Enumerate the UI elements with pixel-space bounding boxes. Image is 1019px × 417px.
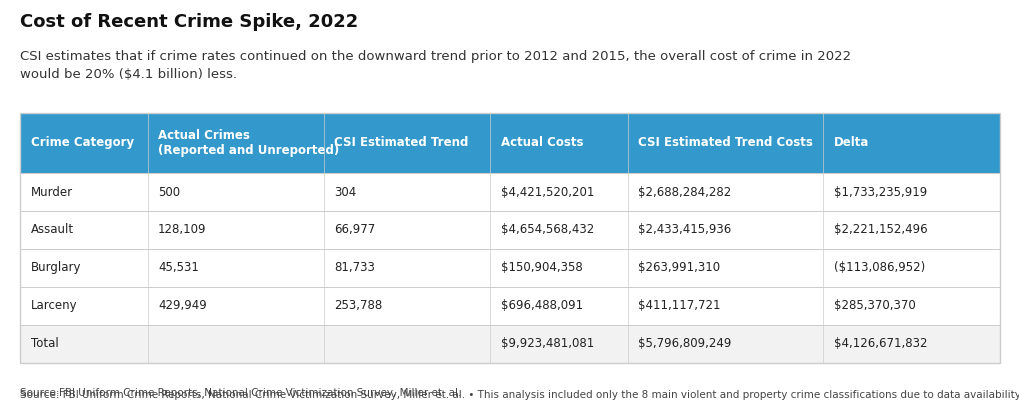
Text: Assault: Assault xyxy=(31,224,73,236)
Text: 66,977: 66,977 xyxy=(334,224,375,236)
Text: $1,733,235,919: $1,733,235,919 xyxy=(833,186,926,198)
Text: Source:: Source: xyxy=(20,388,63,398)
Text: Larceny: Larceny xyxy=(31,299,77,312)
Text: 45,531: 45,531 xyxy=(158,261,199,274)
Text: $9,923,481,081: $9,923,481,081 xyxy=(500,337,593,350)
Text: 304: 304 xyxy=(334,186,356,198)
Text: Delta: Delta xyxy=(833,136,868,149)
Text: Crime Category: Crime Category xyxy=(31,136,133,149)
Text: $696,488,091: $696,488,091 xyxy=(500,299,582,312)
Text: Burglary: Burglary xyxy=(31,261,82,274)
Text: Total: Total xyxy=(31,337,58,350)
Text: 128,109: 128,109 xyxy=(158,224,206,236)
Text: CSI estimates that if crime rates continued on the downward trend prior to 2012 : CSI estimates that if crime rates contin… xyxy=(20,50,851,81)
Text: Actual Costs: Actual Costs xyxy=(500,136,583,149)
Text: $5,796,809,249: $5,796,809,249 xyxy=(637,337,731,350)
Text: Actual Crimes
(Reported and Unreported): Actual Crimes (Reported and Unreported) xyxy=(158,129,338,157)
Text: CSI Estimated Trend: CSI Estimated Trend xyxy=(334,136,468,149)
Text: FBI Uniform Crime Reports, National Crime Victimization Survey, Miller et. al.: FBI Uniform Crime Reports, National Crim… xyxy=(59,388,461,398)
Text: $2,688,284,282: $2,688,284,282 xyxy=(637,186,731,198)
Text: $285,370,370: $285,370,370 xyxy=(833,299,914,312)
Text: ($113,086,952): ($113,086,952) xyxy=(833,261,924,274)
Text: 429,949: 429,949 xyxy=(158,299,207,312)
Text: $4,421,520,201: $4,421,520,201 xyxy=(500,186,593,198)
Text: CSI Estimated Trend Costs: CSI Estimated Trend Costs xyxy=(637,136,812,149)
Text: $2,433,415,936: $2,433,415,936 xyxy=(637,224,731,236)
Text: $411,117,721: $411,117,721 xyxy=(637,299,719,312)
Text: Cost of Recent Crime Spike, 2022: Cost of Recent Crime Spike, 2022 xyxy=(20,13,359,30)
Text: $4,654,568,432: $4,654,568,432 xyxy=(500,224,593,236)
Text: 81,733: 81,733 xyxy=(334,261,375,274)
Text: 253,788: 253,788 xyxy=(334,299,382,312)
Text: Source: FBI Uniform Crime Reports, National Crime Victimization Survey, Miller e: Source: FBI Uniform Crime Reports, Natio… xyxy=(20,390,1019,414)
Text: 500: 500 xyxy=(158,186,179,198)
Text: $4,126,671,832: $4,126,671,832 xyxy=(833,337,926,350)
Text: $263,991,310: $263,991,310 xyxy=(637,261,719,274)
Text: $2,221,152,496: $2,221,152,496 xyxy=(833,224,926,236)
Text: $150,904,358: $150,904,358 xyxy=(500,261,582,274)
Text: Murder: Murder xyxy=(31,186,72,198)
